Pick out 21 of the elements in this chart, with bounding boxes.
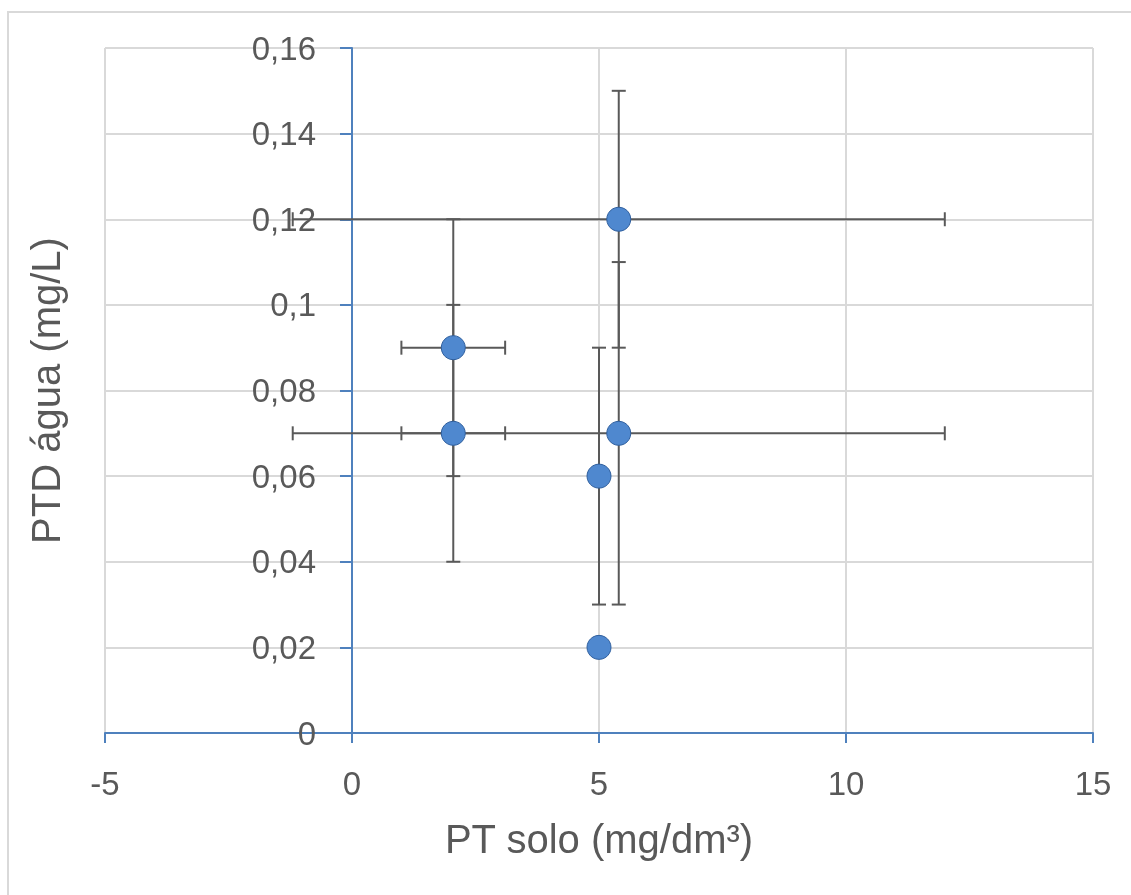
y-tick-label: 0,1	[270, 286, 316, 324]
y-tick-label: 0,08	[251, 372, 316, 409]
y-axis-title: PTD água (mg/L)	[24, 237, 68, 544]
x-tick-label: 5	[589, 765, 609, 802]
y-tick-label: 0,14	[251, 115, 316, 153]
point	[586, 463, 612, 489]
y-tick-label: 0,12	[251, 200, 316, 238]
y-tick-label: 0,02	[251, 628, 316, 666]
point	[606, 420, 632, 446]
y-tick-label: 0,06	[251, 457, 316, 495]
x-tick-label: 15	[1074, 765, 1112, 802]
point	[606, 206, 632, 232]
x-axis-title: PT solo (mg/dm³)	[444, 817, 754, 861]
point	[440, 420, 466, 446]
y-tick-label: 0,16	[251, 29, 316, 67]
x-tick-label: -5	[90, 765, 120, 802]
point	[440, 335, 466, 361]
point	[586, 634, 612, 660]
y-tick-label: 0,04	[251, 543, 316, 581]
x-tick-label: 10	[827, 765, 865, 802]
x-tick-label: 0	[342, 765, 362, 802]
